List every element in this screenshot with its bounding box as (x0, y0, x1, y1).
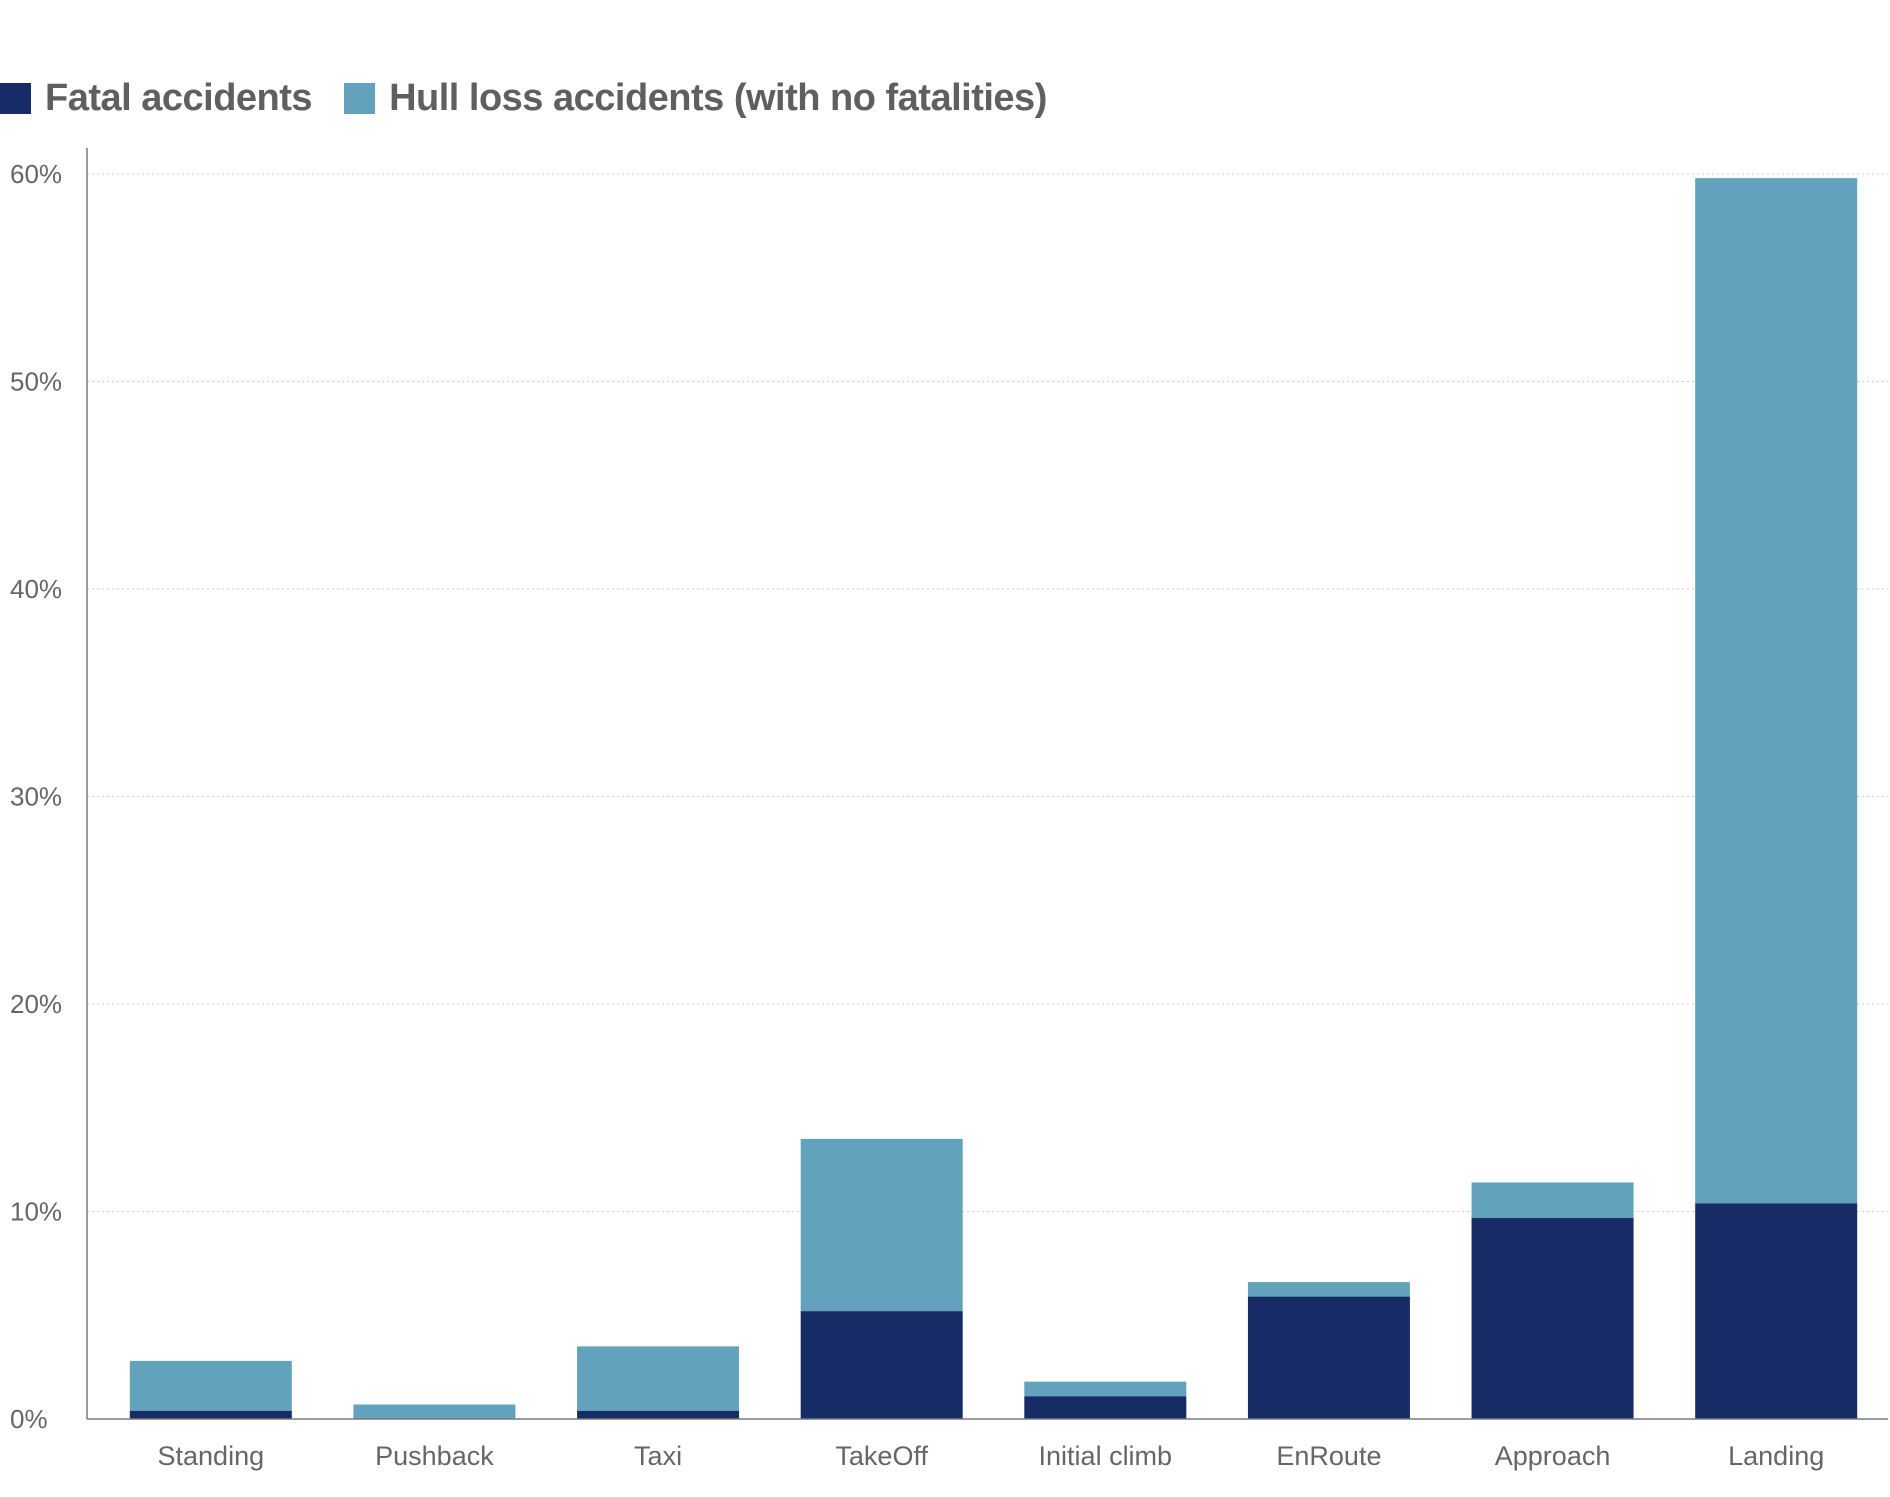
bar-takeoff-hull-loss[interactable] (800, 1138, 963, 1312)
bar-approach-fatal[interactable] (1471, 1217, 1634, 1419)
x-tick-label-landing: Landing (1728, 1441, 1824, 1471)
bar-takeoff-fatal[interactable] (800, 1311, 963, 1419)
x-tick-label-initial-climb: Initial climb (1039, 1441, 1173, 1471)
bar-landing-hull-loss[interactable] (1695, 178, 1858, 1204)
legend-label-fatal: Fatal accidents (45, 76, 313, 119)
x-tick-label-standing: Standing (158, 1441, 265, 1471)
y-tick-label-10: 10% (10, 1197, 62, 1227)
x-tick-label-taxi: Taxi (634, 1441, 682, 1471)
y-tick-label-0: 0% (10, 1404, 48, 1434)
bar-initial-climb-hull-loss[interactable] (1024, 1381, 1187, 1397)
x-tick-label-takeoff: TakeOff (835, 1441, 928, 1471)
x-axis-tick-labels: Standing Pushback Taxi TakeOff Initial climb… (158, 1441, 1825, 1471)
legend-label-hull-loss: Hull loss accidents (with no fatalities) (389, 76, 1047, 119)
legend-swatch-hull-loss (344, 82, 376, 114)
bar-enroute-hull-loss[interactable] (1247, 1282, 1410, 1297)
bars (129, 178, 1858, 1419)
gridlines (87, 173, 1888, 1212)
bar-enroute-fatal[interactable] (1247, 1296, 1410, 1419)
legend-item-hull-loss[interactable]: Hull loss accidents (with no fatalities) (344, 77, 1047, 120)
bar-approach-hull-loss[interactable] (1471, 1182, 1634, 1218)
legend-swatch-fatal (0, 82, 31, 114)
bar-standing-fatal[interactable] (129, 1410, 292, 1419)
legend: Fatal accidents Hull loss accidents (wit… (0, 76, 1079, 120)
x-tick-label-pushback: Pushback (375, 1441, 494, 1471)
y-axis-tick-labels: 0% 10% 20% 30% 40% 50% 60% (10, 159, 62, 1434)
bar-initial-climb-fatal[interactable] (1024, 1396, 1187, 1419)
bar-taxi-fatal[interactable] (577, 1410, 740, 1419)
legend-item-fatal[interactable]: Fatal accidents (0, 76, 313, 120)
bar-taxi-hull-loss[interactable] (577, 1346, 740, 1411)
bar-pushback-hull-loss[interactable] (353, 1404, 516, 1419)
x-tick-label-approach: Approach (1495, 1441, 1611, 1471)
bar-landing-fatal[interactable] (1695, 1203, 1858, 1419)
y-tick-label-40: 40% (10, 574, 62, 604)
bar-standing-hull-loss[interactable] (129, 1360, 292, 1411)
y-tick-label-50: 50% (10, 367, 62, 397)
y-tick-label-60: 60% (10, 159, 62, 189)
x-tick-label-enroute: EnRoute (1276, 1441, 1381, 1471)
y-tick-label-30: 30% (10, 782, 62, 812)
y-tick-label-20: 20% (10, 989, 62, 1019)
